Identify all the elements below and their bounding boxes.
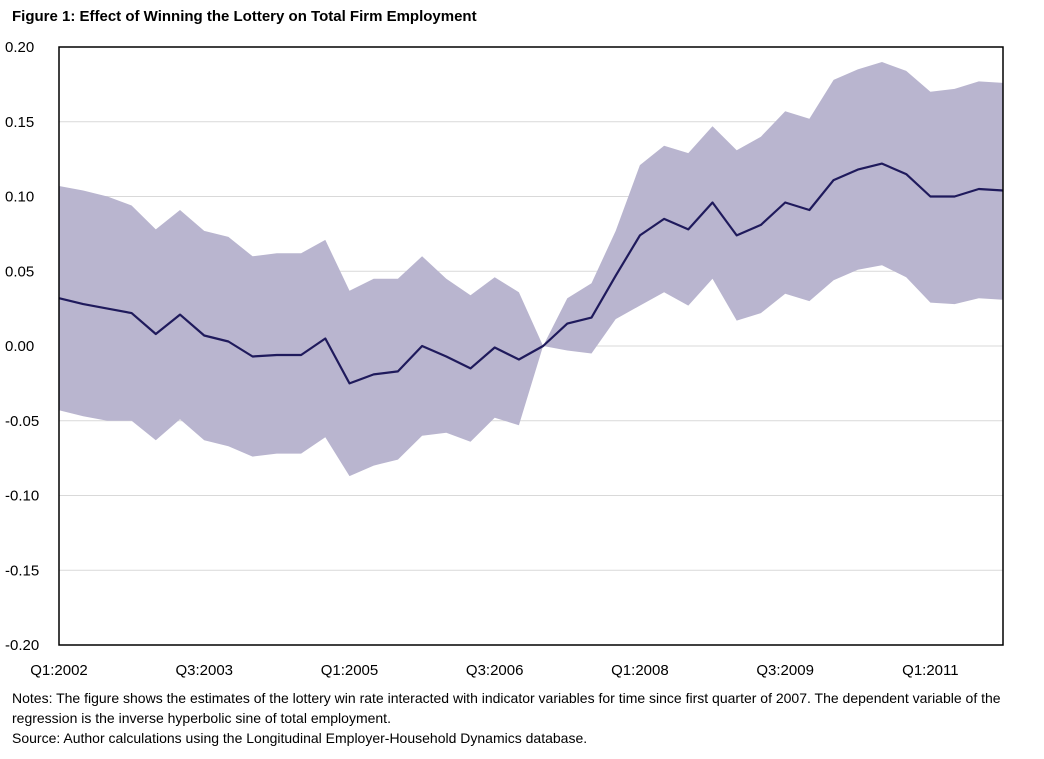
confidence-band-layer bbox=[59, 62, 1003, 477]
lottery-employment-chart: 0.20 0.15 0.10 0.05 0.00 -0.05 -0.10 -0.15 -0.20… bbox=[5, 39, 1004, 679]
source-text: Source: Author calculations using the Lo… bbox=[12, 730, 588, 746]
notes-text: Notes: The figure shows the estimates of… bbox=[12, 690, 1001, 726]
y-tick-label: 0.10 bbox=[5, 189, 34, 206]
y-tick-label: -0.05 bbox=[5, 413, 39, 430]
plot-frame bbox=[58, 46, 1004, 646]
confidence-band bbox=[59, 62, 1003, 477]
x-tick-label: Q3:2009 bbox=[756, 662, 814, 679]
y-tick-label: 0.20 bbox=[5, 39, 34, 56]
y-tick-label: 0.15 bbox=[5, 114, 34, 131]
x-tick-label: Q1:2005 bbox=[321, 662, 379, 679]
x-axis-ticks: Q1:2002 Q3:2003 Q1:2005 Q3:2006 Q1:2008 Q3:20… bbox=[30, 662, 958, 679]
y-tick-label: -0.20 bbox=[5, 637, 39, 654]
chart-title: Figure 1: Effect of Winning the Lottery … bbox=[12, 8, 477, 25]
estimate-line-layer bbox=[58, 162, 1004, 385]
x-tick-label: Q1:2011 bbox=[902, 662, 958, 679]
y-tick-label: 0.00 bbox=[5, 338, 34, 355]
x-tick-label: Q1:2008 bbox=[611, 662, 669, 679]
estimate-line bbox=[58, 162, 1004, 385]
x-tick-label: Q3:2003 bbox=[175, 662, 233, 679]
y-tick-label: -0.10 bbox=[5, 488, 39, 505]
y-tick-label: -0.15 bbox=[5, 562, 39, 579]
plot-axes bbox=[58, 46, 1004, 646]
y-axis-ticks: 0.20 0.15 0.10 0.05 0.00 -0.05 -0.10 -0.15 -0.20 bbox=[5, 39, 39, 654]
figure-notes: Notes: The figure shows the estimates of… bbox=[12, 688, 1032, 748]
y-tick-label: 0.05 bbox=[5, 263, 34, 280]
x-tick-label: Q1:2002 bbox=[30, 662, 88, 679]
x-tick-label: Q3:2006 bbox=[466, 662, 524, 679]
